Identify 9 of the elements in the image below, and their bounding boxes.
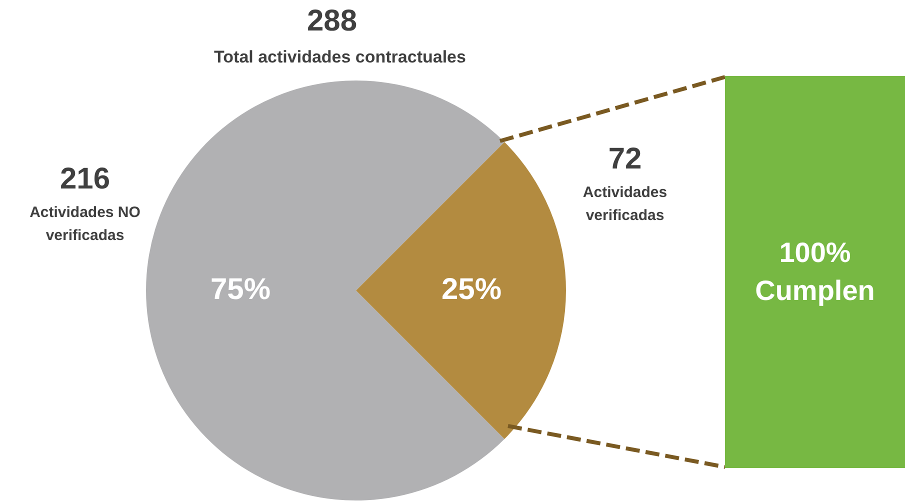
text: 216 (60, 162, 110, 196)
slice-label: Actividades verificadas (582, 184, 668, 224)
data-label: 25% (441, 272, 502, 306)
result-panel: 100% Cumplen (725, 76, 905, 468)
chart-title: 288 (306, 4, 358, 38)
text: 72 (608, 142, 642, 176)
slice-label: Actividades NO verificadas (30, 204, 141, 244)
data-label: 75% (210, 272, 271, 306)
chart-subtitle: Total actividades contractuales (214, 48, 466, 67)
